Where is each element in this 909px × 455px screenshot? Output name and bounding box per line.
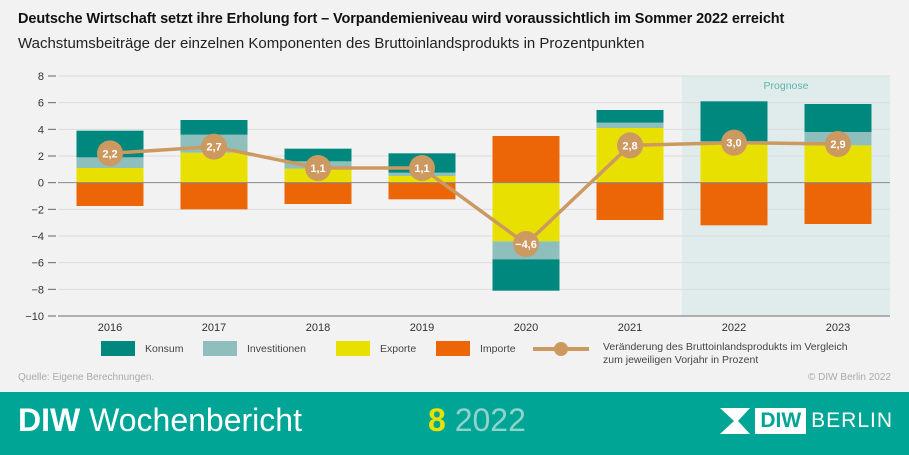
copyright: © DIW Berlin 2022 (808, 372, 891, 383)
bar-importe-2020 (492, 136, 560, 183)
legend-label: Konsum (145, 342, 184, 355)
gdp-point-label: 2,7 (206, 142, 221, 154)
bar-konsum-2021 (596, 110, 664, 123)
legend-importe: Importe (436, 341, 516, 356)
legend-swatch (436, 341, 470, 356)
y-tick-label: 2 (38, 151, 44, 163)
bar-importe-2016 (76, 182, 144, 206)
gdp-point (617, 132, 643, 159)
legend-swatch (336, 341, 370, 356)
gdp-point-label: −4,6 (515, 239, 537, 251)
chart-subtitle: Wachstumsbeiträge der einzelnen Komponen… (18, 35, 645, 52)
source-note: Quelle: Eigene Berechnungen. (18, 372, 155, 383)
brand-bold: DIW (18, 402, 81, 438)
gdp-point (721, 129, 747, 156)
gdp-point-label: 1,1 (414, 163, 429, 175)
bar-konsum-2023 (804, 104, 872, 132)
footer: DIW Wochenbericht 8 2022 DIW BERLIN (0, 392, 909, 455)
chart: Prognose 8 6 4 2 0 −2 −4 −6 −8 −10 2016 2017 2018 2019… (25, 71, 890, 334)
y-tick-label: −8 (31, 284, 44, 296)
legend-label: Veränderung des Bruttoinlandsprodukts im… (603, 341, 848, 353)
legend-label: Investitionen (247, 342, 306, 355)
chart-title: Deutsche Wirtschaft setzt ihre Erholung … (18, 11, 785, 27)
gdp-line (109, 140, 839, 247)
x-tick-label: 2023 (826, 322, 850, 334)
gdp-point-label: 2,8 (622, 140, 637, 152)
gdp-point (305, 155, 331, 181)
gdp-point-label: 1,1 (310, 163, 325, 175)
x-tick-label: 2021 (618, 322, 642, 334)
legend-line: Veränderung des Bruttoinlandsprodukts im… (533, 341, 848, 367)
legend-label: Exporte (380, 342, 417, 355)
x-tick-label: 2022 (722, 322, 746, 334)
x-tick-label: 2019 (410, 322, 434, 334)
legend-line-marker-icon (533, 342, 589, 356)
gdp-point-label: 2,2 (102, 148, 117, 160)
gdp-point-label: 3,0 (726, 138, 741, 150)
y-tick-label: 4 (38, 124, 44, 136)
legend: Konsum Investitionen Exporte Importe Ver… (0, 341, 909, 371)
issue-year: 2022 (454, 402, 526, 438)
legend-swatch (101, 341, 135, 356)
bar-importe-2023 (804, 182, 872, 224)
bar-konsum-2020 (492, 259, 560, 291)
y-tick-label: 6 (38, 98, 44, 110)
legend-exporte: Exporte (336, 341, 416, 356)
x-tick-label: 2020 (514, 322, 538, 334)
legend-label: zum jeweiligen Vorjahr in Prozent (603, 354, 759, 366)
legend-swatch (203, 341, 237, 356)
bar-investitionen-2021 (596, 122, 664, 128)
diw-logo-icon (720, 408, 751, 434)
diw-logo: DIW BERLIN (720, 408, 893, 434)
bar-konsum-2017 (180, 120, 248, 135)
bar-importe-2022 (700, 182, 768, 226)
chart-header: Deutsche Wirtschaft setzt ihre Erholung … (18, 10, 891, 54)
logo-box: DIW (755, 408, 807, 434)
brand: DIW Wochenbericht (18, 402, 302, 439)
bar-exporte-2016 (76, 168, 144, 183)
bar-importe-2017 (180, 182, 248, 210)
gdp-point (825, 131, 851, 157)
gdp-point (409, 155, 435, 181)
forecast-label: Prognose (764, 80, 809, 92)
bar-importe-2019 (388, 182, 456, 200)
logo-text: BERLIN (811, 409, 893, 432)
issue-number: 8 (428, 402, 446, 438)
legend-konsum: Konsum (101, 341, 184, 356)
x-tick-label: 2016 (98, 322, 122, 334)
x-tick-label: 2018 (306, 322, 330, 334)
legend-label: Importe (480, 342, 516, 355)
y-tick-label: 0 (38, 178, 44, 190)
gdp-point-label: 2,9 (830, 139, 845, 151)
x-tick-label: 2017 (202, 322, 226, 334)
gdp-point (97, 140, 123, 167)
bar-importe-2021 (596, 182, 664, 220)
gdp-point (201, 133, 227, 160)
brand-rest: Wochenbericht (80, 402, 302, 438)
gdp-point (513, 231, 539, 257)
issue: 8 2022 (428, 402, 526, 439)
y-tick-label: −10 (25, 311, 44, 323)
y-tick-label: −4 (31, 231, 44, 243)
y-tick-label: 8 (38, 71, 44, 83)
y-tick-label: −6 (31, 258, 44, 270)
y-tick-label: −2 (31, 204, 44, 216)
bar-importe-2018 (284, 182, 352, 204)
legend-investitionen: Investitionen (203, 341, 306, 356)
